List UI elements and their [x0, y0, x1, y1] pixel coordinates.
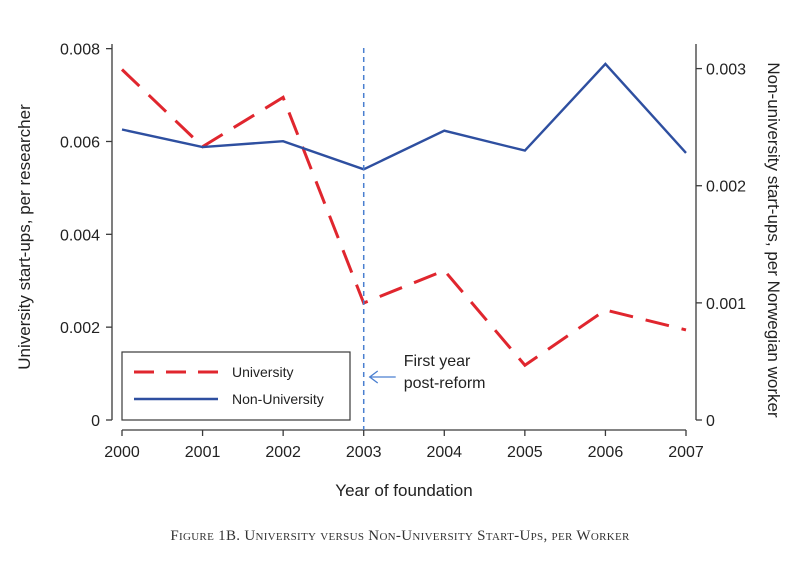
x-tick-label: 2000: [104, 444, 140, 461]
series-line-university: [120, 68, 687, 368]
x-tick-label: 2006: [588, 444, 624, 461]
y-right-tick-label: 0: [706, 413, 715, 430]
y-left-tick-label: 0.004: [60, 227, 100, 244]
annotation-arrow-head: [368, 370, 379, 384]
y-axis-left-title: University start-ups, per researcher: [15, 104, 34, 370]
y-left-tick-label: 0.008: [60, 42, 100, 59]
axes: [111, 44, 697, 431]
y-axis-right-title: Non-university start-ups, per Norwegian …: [764, 62, 783, 418]
annotation-text-line-1: First year: [404, 353, 471, 370]
y-left-tick-label: 0.006: [60, 134, 100, 151]
legend-label: University: [232, 364, 293, 380]
x-tick-label: 2005: [507, 444, 543, 461]
series-line-non-university: [121, 62, 687, 171]
x-tick-label: 2004: [426, 444, 462, 461]
y-right-tick-label: 0.002: [706, 179, 746, 196]
axis-labels: Year of foundation University start-ups, …: [15, 62, 783, 500]
x-axis-title: Year of foundation: [335, 481, 472, 500]
figure-caption: Figure 1B. University versus Non-Univers…: [170, 528, 630, 544]
y-left-tick-label: 0: [91, 413, 100, 430]
legend-label: Non-University: [232, 391, 324, 407]
legend-box: [121, 351, 351, 421]
y-left-tick-label: 0.002: [60, 320, 100, 337]
chart: 0 0.002 0.004 0.006 0.008 0 0.001 0.002 0.003 200…: [15, 42, 783, 500]
y-right-tick-label: 0.001: [706, 296, 746, 313]
y-right-tick-label: 0.003: [706, 62, 746, 79]
annotations: First year post-reform: [362, 48, 486, 430]
annotation-text-line-2: post-reform: [404, 375, 486, 392]
x-tick-label: 2007: [668, 444, 704, 461]
ticks: 0 0.002 0.004 0.006 0.008 0 0.001 0.002 0.003 200…: [60, 42, 746, 461]
x-tick-label: 2003: [346, 444, 382, 461]
x-tick-label: 2001: [185, 444, 221, 461]
series: [120, 62, 687, 368]
legend: University Non-University: [121, 351, 351, 421]
x-tick-label: 2002: [265, 444, 301, 461]
